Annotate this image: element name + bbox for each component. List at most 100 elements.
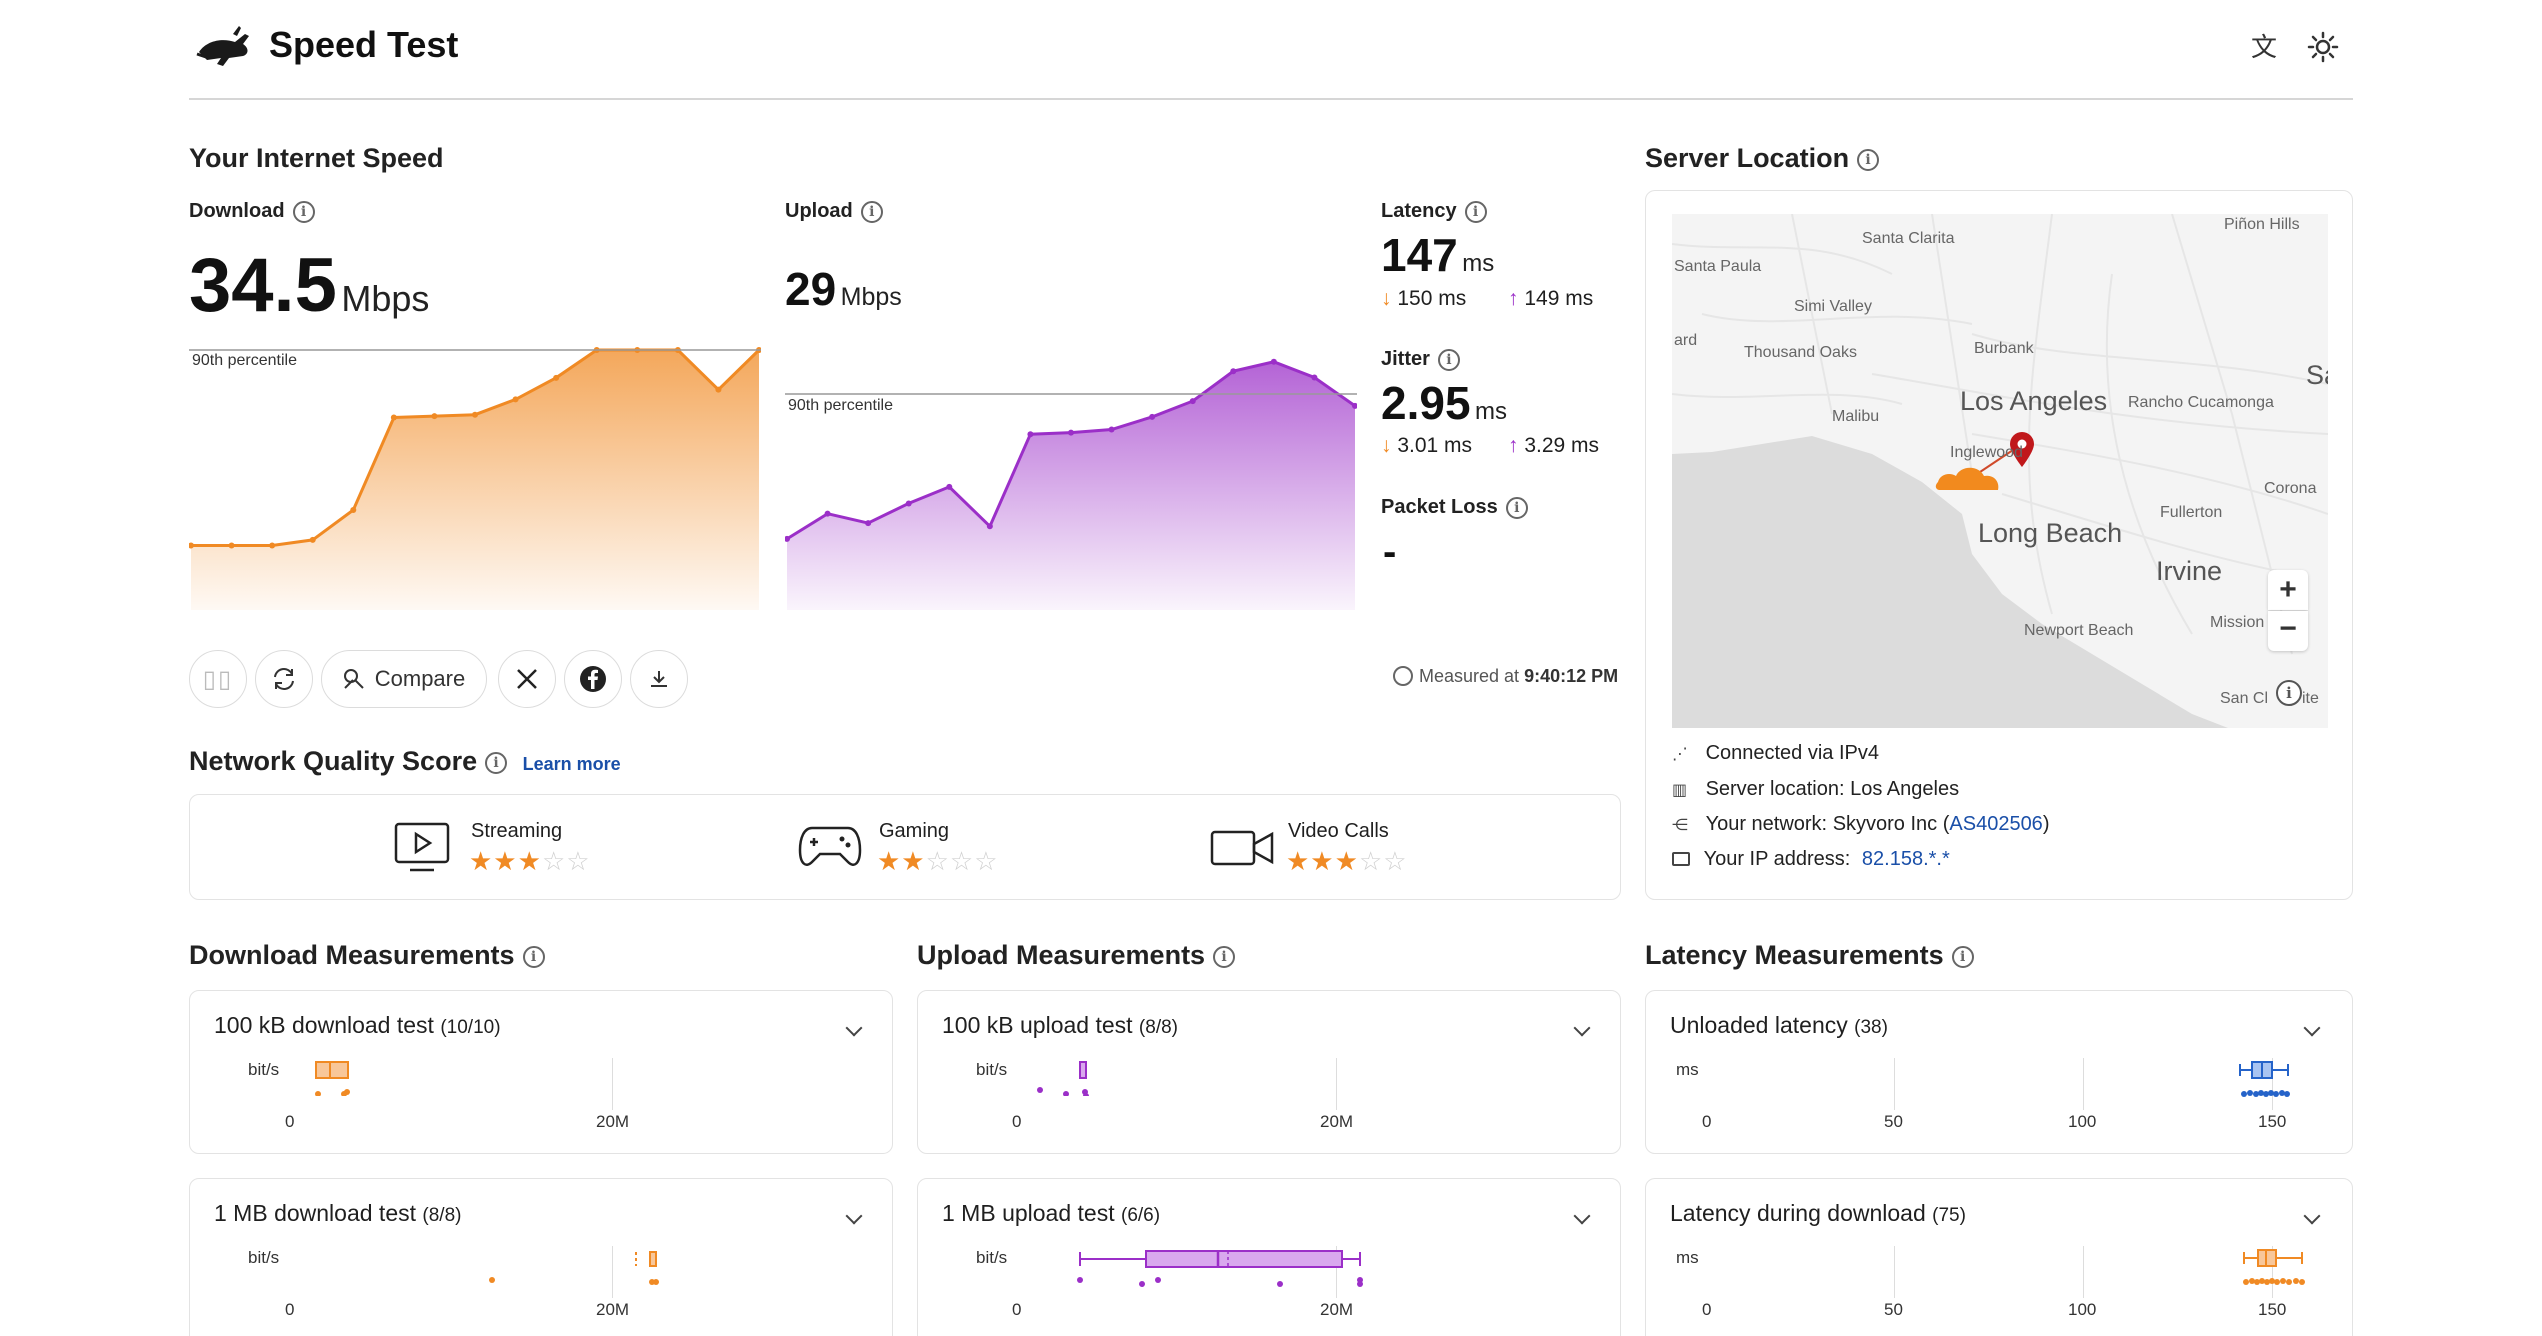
asn-link[interactable]: AS402506 (1949, 813, 2043, 835)
compare-button[interactable]: Compare (321, 650, 487, 708)
info-icon[interactable]: i (522, 945, 545, 968)
zoom-in-button[interactable]: + (2268, 570, 2308, 610)
download-chart (189, 347, 761, 610)
lat-unloaded-card[interactable] (1645, 990, 2353, 1154)
axis-tick: 20M (1320, 1112, 1354, 1131)
zoom-out-button[interactable]: − (2268, 611, 2308, 651)
dl-point (553, 374, 560, 381)
ul-point (986, 523, 993, 530)
info-icon[interactable]: i (1857, 148, 1880, 171)
theme-toggle-icon[interactable] (2306, 30, 2340, 64)
download-icon (651, 671, 667, 687)
axis-unit: bit/s (976, 1060, 1008, 1079)
dl-point (431, 413, 438, 420)
building-icon: ▥ (1672, 782, 1688, 799)
dl-100kb-card[interactable] (189, 990, 893, 1154)
axis-tick: 150 (2258, 1300, 2287, 1319)
restart-button[interactable] (255, 650, 313, 708)
map-attribution-icon[interactable]: i (2276, 680, 2302, 706)
streaming-label: Streaming (471, 820, 563, 842)
lat-unloaded-boxplot (2239, 1061, 2290, 1097)
latency-value: 147 ms (1381, 229, 1495, 281)
latency-up: ↑ 149 ms (1508, 287, 1594, 310)
network-row: ⋲ Your network: Skyvoro Inc (AS402506) (1672, 813, 2050, 835)
download-result-button[interactable] (630, 650, 688, 708)
ul-point (785, 535, 790, 542)
ul-1mb-title: 1 MB upload test (6/6) (942, 1200, 1161, 1226)
info-icon[interactable]: i (485, 751, 508, 774)
download-value: 34.5 Mbps (189, 243, 430, 328)
axis-unit: bit/s (976, 1248, 1008, 1267)
upload-value: 29 Mbps (785, 263, 902, 315)
gridline (2272, 1058, 2273, 1110)
dl-point (269, 542, 276, 549)
axis-tick: 0 (285, 1112, 295, 1131)
gridline (2083, 1246, 2084, 1298)
server-title: Server Location i (1645, 143, 1880, 174)
ul-point (1149, 413, 1156, 420)
ul-point (824, 510, 831, 517)
ul-point (1230, 368, 1237, 375)
info-icon[interactable]: i (1464, 200, 1487, 223)
connected-row: ⋰ Connected via IPv4 (1672, 742, 1880, 764)
info-icon[interactable]: i (1951, 945, 1974, 968)
pause-button[interactable]: ▯▯ (189, 650, 247, 708)
jitter-down: ↓ 3.01 ms (1381, 434, 1473, 457)
dl-1mb-boxplot (489, 1251, 659, 1285)
jitter-value: 2.95 ms (1381, 377, 1507, 429)
ul-1mb-boxplot (1077, 1250, 1363, 1287)
dl-point (472, 411, 478, 418)
dl-point (309, 536, 316, 543)
gridline (1894, 1246, 1895, 1298)
info-icon[interactable]: i (292, 200, 315, 223)
location-pin-icon (2008, 432, 2036, 473)
app-logo (193, 22, 253, 70)
upload-percentile-label: 90th percentile (788, 397, 893, 414)
gridline (612, 1246, 613, 1298)
dl-point (512, 396, 519, 403)
ul-point (946, 483, 953, 490)
lat-download-title: Latency during download (75) (1670, 1200, 1966, 1226)
header-divider (189, 98, 2353, 100)
axis-tick: 0 (1012, 1112, 1022, 1131)
streaming-stars: ★★★☆☆ (469, 846, 591, 876)
lat-download-card[interactable] (1645, 1178, 2353, 1336)
video-calls-stars: ★★★☆☆ (1286, 846, 1408, 876)
share-facebook-button[interactable] (564, 650, 622, 708)
cloud-icon (1934, 462, 2002, 497)
ul-point (1108, 426, 1115, 433)
share-x-button[interactable] (498, 650, 556, 708)
download-percentile-label: 90th percentile (192, 352, 297, 369)
upload-measurements-title: Upload Measurements i (917, 940, 1236, 971)
dl-1mb-title: 1 MB download test (8/8) (214, 1200, 462, 1226)
dl-1mb-card[interactable] (189, 1178, 893, 1336)
axis-unit: ms (1676, 1248, 1699, 1267)
axis-tick: 20M (1320, 1300, 1354, 1319)
info-icon[interactable]: i (860, 200, 883, 223)
quality-card (189, 794, 1621, 900)
language-icon[interactable]: 文 (2250, 33, 2277, 63)
share-nodes-icon: ⋲ (1672, 817, 1688, 834)
network-icon: ⋰ (1672, 746, 1688, 763)
info-icon[interactable]: i (1505, 496, 1528, 519)
info-icon[interactable]: i (1213, 945, 1236, 968)
speed-section-title: Your Internet Speed (189, 143, 444, 173)
gaming-stars: ★★☆☆☆ (877, 846, 999, 876)
axis-tick: 100 (2068, 1112, 2097, 1131)
latency-measurements-title: Latency Measurements i (1645, 940, 1974, 971)
ul-100kb-card[interactable] (917, 990, 1621, 1154)
download-measurements-title: Download Measurements i (189, 940, 545, 971)
axis-tick: 100 (2068, 1300, 2097, 1319)
ul-point (1189, 398, 1196, 405)
ul-point (1311, 374, 1318, 381)
dl-100kb-title: 100 kB download test (10/10) (214, 1012, 501, 1038)
gridline (612, 1058, 613, 1110)
packet-loss-label: Packet Loss i (1381, 496, 1528, 519)
server-map[interactable]: Santa Clarita Piñon Hills Santa Paula Si… (1672, 214, 2328, 728)
lat-download-boxplot (2243, 1249, 2305, 1285)
upload-label: Upload i (785, 200, 883, 223)
info-icon[interactable]: i (1437, 348, 1460, 371)
axis-tick: 0 (1012, 1300, 1022, 1319)
dl-point (350, 507, 357, 513)
learn-more-link[interactable]: Learn more (522, 754, 621, 774)
